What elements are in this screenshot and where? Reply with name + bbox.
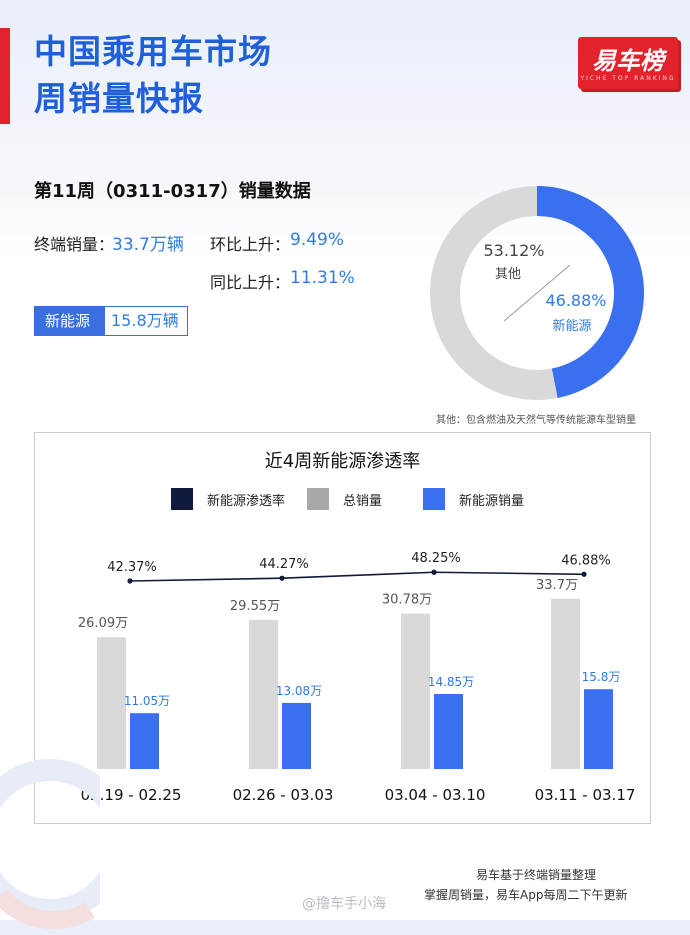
legend-swatch-penetration [171,488,193,510]
donut-divider [503,264,571,322]
legend-label-penetration: 新能源渗透率 [207,493,286,509]
logo-subtext: YICHE TOP RANKING [580,75,676,82]
legend-swatch-nev [423,488,445,510]
bar-total-4 [551,598,580,769]
nev-value: 15.8万辆 [105,307,187,335]
week-title: 第11周（0311-0317）销量数据 [34,181,311,202]
nev-tag: 新能源 [35,307,105,335]
terminal-sales-value: 33.7万辆 [112,235,184,255]
mom-label: 环比上升： [210,235,291,254]
bar-nev-label-2: 13.08万 [276,684,322,698]
penetration-point-3 [431,569,437,575]
penetration-label-2: 44.27% [259,557,309,572]
penetration-label-4: 46.88% [561,553,611,568]
trend-chart-panel: 近4周新能源渗透率 新能源渗透率 总销量 新能源销量 26.09万 11.05万 4… [34,432,651,824]
pie-label-other-name: 其他 [495,267,521,282]
bar-nev-2 [282,702,311,769]
bar-total-2 [249,619,278,769]
pie-footnote: 其他：包含燃油及天然气等传统能源车型销量 [436,415,636,426]
decorative-swirl [0,759,100,930]
legend-item-nev: 新能源销量 [423,487,524,511]
bar-nev-4 [584,689,613,769]
penetration-point-2 [279,575,285,581]
bar-total-label-1: 26.09万 [78,616,128,631]
bar-nev-1 [130,713,159,769]
bar-total-label-4: 33.7万 [536,578,578,593]
legend-item-total: 总销量 [307,487,382,511]
nev-badge: 新能源 15.8万辆 [34,306,188,336]
share-donut-chart: 53.12% 其他 46.88% 新能源 [430,186,644,400]
footer-source: 易车基于终端销量整理 [476,868,597,882]
penetration-line [129,571,585,582]
yoy-label: 同比上升： [210,273,291,292]
penetration-point-1 [127,578,133,584]
bar-nev-label-1: 11.05万 [124,694,170,708]
chart-title: 近4周新能源渗透率 [264,451,421,472]
bar-total-3 [401,613,430,769]
pie-slice-nev [430,186,644,400]
legend-label-total: 总销量 [343,493,383,509]
accent-bar [0,28,10,124]
penetration-label-1: 42.37% [107,560,157,575]
mom-value: 9.49% [290,230,345,250]
bar-nev-3 [434,694,463,769]
x-tick-label-1: 02.19 - 02.25 [81,786,182,804]
legend-item-penetration: 新能源渗透率 [171,487,285,511]
bar-total-1 [97,637,126,769]
x-tick-label-2: 02.26 - 03.03 [233,786,334,804]
bar-nev-label-3: 14.85万 [428,675,474,689]
watermark: @撸车手小海 [302,896,386,912]
bar-nev-label-4: 15.8万 [582,670,621,684]
footer-update-note: 掌握周销量，易车App每周二下午更新 [424,888,628,902]
yiche-logo: 易车榜 YICHE TOP RANKING [578,37,678,89]
x-tick-label-3: 03.04 - 03.10 [385,786,486,804]
pie-label-other-pct: 53.12% [483,241,544,260]
page-title: 中国乘用车市场 [34,32,272,71]
penetration-label-3: 48.25% [411,551,461,566]
bar-total-label-2: 29.55万 [230,599,280,614]
pie-label-nev-pct: 46.88% [545,291,606,310]
legend-label-nev: 新能源销量 [459,493,525,509]
penetration-bar-chart: 26.09万 11.05万 42.37% 02.19 - 02.25 29.55万 13.… [78,551,636,804]
pie-label-nev-name: 新能源 [552,318,591,334]
logo-text: 易车榜 [592,47,664,75]
terminal-sales-label: 终端销量： [34,235,115,254]
penetration-point-4 [581,571,587,577]
yoy-value: 11.31% [290,268,355,288]
legend-swatch-total [307,488,329,510]
x-tick-label-4: 03.11 - 03.17 [535,786,636,804]
bar-total-label-3: 30.78万 [382,593,432,608]
page-subtitle: 周销量快报 [34,79,204,118]
